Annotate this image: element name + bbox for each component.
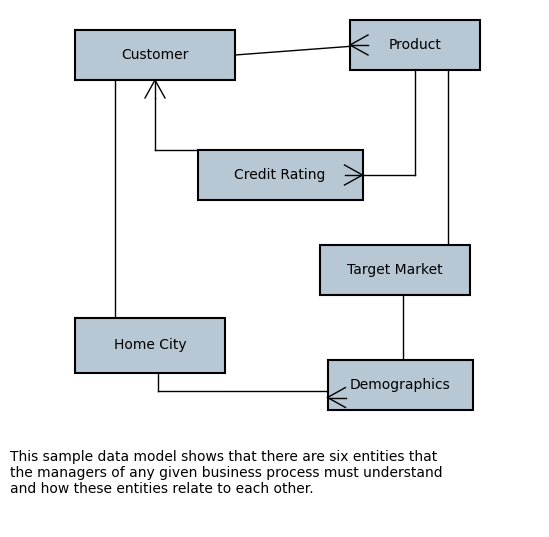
Bar [350,20,480,70]
Bar [328,360,473,410]
Bar [75,317,225,373]
Bar [320,245,470,295]
Text: Product: Product [389,38,441,52]
Text: Demographics: Demographics [350,378,450,392]
Bar [198,150,362,200]
Text: This sample data model shows that there are six entities that
the managers of an: This sample data model shows that there … [10,450,442,496]
Text: Target Market: Target Market [347,263,443,277]
Text: Customer: Customer [121,48,189,62]
Bar [75,30,235,80]
Text: Credit Rating: Credit Rating [234,168,326,182]
Text: Home City: Home City [114,338,186,352]
